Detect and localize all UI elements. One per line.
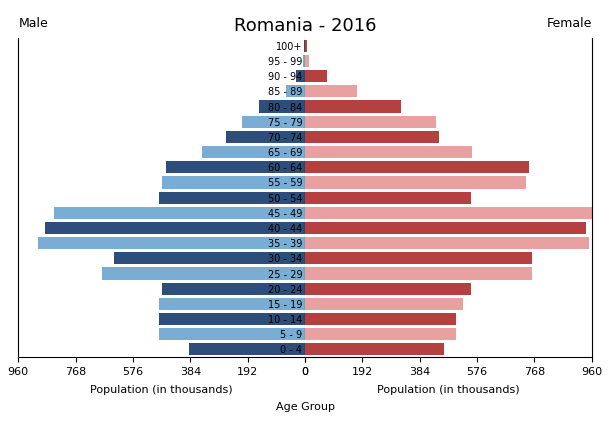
Bar bbox=[304, 40, 305, 52]
Bar bbox=[305, 328, 456, 340]
Bar bbox=[305, 116, 436, 128]
Bar bbox=[285, 85, 305, 97]
Bar bbox=[305, 192, 471, 204]
Bar bbox=[305, 146, 472, 158]
Text: Female: Female bbox=[547, 17, 592, 30]
Bar bbox=[159, 328, 305, 340]
Bar bbox=[305, 131, 439, 143]
Bar bbox=[305, 313, 456, 325]
Bar bbox=[305, 283, 471, 295]
Bar bbox=[159, 313, 305, 325]
Bar bbox=[305, 252, 532, 264]
Bar bbox=[162, 176, 305, 189]
Bar bbox=[159, 192, 305, 204]
X-axis label: Population (in thousands): Population (in thousands) bbox=[377, 385, 520, 395]
Bar bbox=[305, 161, 529, 173]
Bar bbox=[54, 207, 305, 219]
Bar bbox=[305, 207, 592, 219]
Bar bbox=[305, 222, 586, 234]
Bar bbox=[305, 176, 526, 189]
Text: Male: Male bbox=[18, 17, 48, 30]
Bar bbox=[305, 267, 532, 280]
Bar bbox=[303, 55, 305, 67]
Bar bbox=[159, 298, 305, 310]
Bar bbox=[188, 343, 305, 355]
Bar bbox=[296, 70, 305, 82]
Bar bbox=[114, 252, 305, 264]
Bar bbox=[305, 70, 328, 82]
Bar bbox=[38, 237, 305, 249]
Bar bbox=[305, 100, 401, 113]
Text: Romania - 2016: Romania - 2016 bbox=[234, 17, 376, 35]
Bar bbox=[305, 85, 357, 97]
Bar bbox=[305, 343, 444, 355]
Bar bbox=[162, 283, 305, 295]
Bar bbox=[305, 55, 309, 67]
Bar bbox=[305, 298, 463, 310]
Bar bbox=[242, 116, 305, 128]
Text: Age Group: Age Group bbox=[276, 402, 334, 412]
Bar bbox=[259, 100, 305, 113]
X-axis label: Population (in thousands): Population (in thousands) bbox=[90, 385, 233, 395]
Bar bbox=[305, 237, 589, 249]
Bar bbox=[102, 267, 305, 280]
Bar bbox=[305, 40, 307, 52]
Bar bbox=[166, 161, 305, 173]
Bar bbox=[202, 146, 305, 158]
Bar bbox=[45, 222, 305, 234]
Bar bbox=[226, 131, 305, 143]
